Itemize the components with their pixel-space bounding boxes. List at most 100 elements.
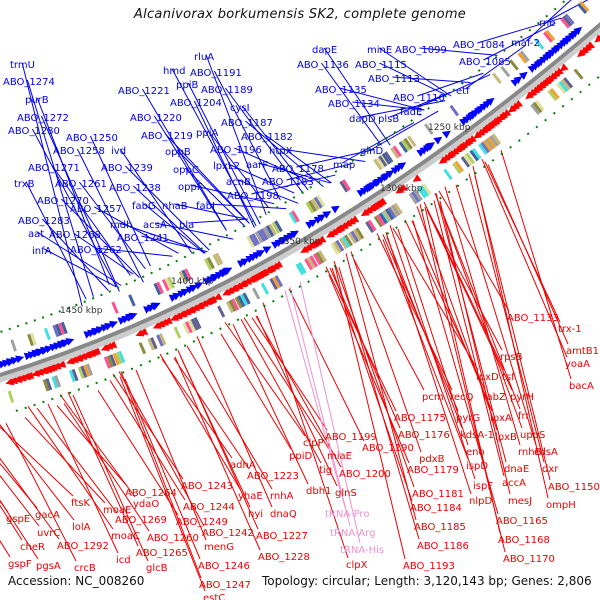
gene-label-oppb[interactable]: oppB xyxy=(165,147,191,158)
gene-label-acca[interactable]: accA xyxy=(502,478,526,489)
gene-label-abo-1249[interactable]: ABO_1249 xyxy=(176,517,228,528)
gene-label-abo-1175[interactable]: ABO_1175 xyxy=(394,413,446,424)
gene-label-abo-1244[interactable]: ABO_1244 xyxy=(183,502,235,513)
gene-label-uvrc[interactable]: uvrC xyxy=(37,528,60,539)
gene-label-abo-1189[interactable]: ABO_1189 xyxy=(201,85,253,96)
gene-label-nlpd[interactable]: nlpD xyxy=(469,496,492,507)
gene-label-abo-1085[interactable]: ABO_1085 xyxy=(459,57,511,68)
gene-label-cher[interactable]: cheR xyxy=(20,542,45,553)
gene-label-abo-1178[interactable]: ABO_1178 xyxy=(272,164,324,175)
gene-label-abo-1176[interactable]: ABO_1176 xyxy=(398,430,450,441)
gene-label-cdsa[interactable]: cdsA xyxy=(534,447,558,458)
gene-label-estc[interactable]: estC xyxy=(203,593,225,600)
gene-label-abo-1190[interactable]: ABO_1190 xyxy=(362,443,414,454)
gene-label-abo-1221[interactable]: ABO_1221 xyxy=(118,86,170,97)
gene-label-hmd[interactable]: hmd xyxy=(163,66,185,77)
gene-label-abo-1199[interactable]: ABO_1199 xyxy=(325,432,377,443)
gene-label-aarf[interactable]: aarF xyxy=(246,160,268,171)
gene-label-frr[interactable]: frr xyxy=(518,411,530,422)
gene-label-abo-1150[interactable]: ABO_1150 xyxy=(548,482,600,493)
gene-label-fabi[interactable]: fabI xyxy=(196,201,215,212)
gene-label-glcb[interactable]: glcB xyxy=(146,563,168,574)
gene-label-htpx[interactable]: htpX xyxy=(269,146,293,157)
gene-label-purb[interactable]: purB xyxy=(25,95,49,106)
gene-label-ydao[interactable]: ydaO xyxy=(133,499,159,510)
gene-label-miae[interactable]: miaE xyxy=(327,451,352,462)
gene-label-pgsa[interactable]: pgsA xyxy=(36,561,61,572)
rna-label-trna-pro[interactable]: tRNA-Pro xyxy=(325,509,369,520)
gene-label-abo-1181[interactable]: ABO_1181 xyxy=(412,489,464,500)
gene-label-acsa[interactable]: acsA xyxy=(143,220,167,231)
gene-label-amtb1[interactable]: amtB1 xyxy=(566,346,599,357)
gene-label-ftsk[interactable]: ftsK xyxy=(71,498,90,509)
gene-label-trmu[interactable]: trmU xyxy=(10,60,35,71)
gene-label-abo-1184[interactable]: ABO_1184 xyxy=(410,503,462,514)
gene-label-abo-1242[interactable]: ABO_1242 xyxy=(202,528,254,539)
gene-label-abo-1136[interactable]: ABO_1136 xyxy=(297,60,349,71)
gene-label-infa[interactable]: infA xyxy=(32,246,52,257)
gene-label-lpxl2[interactable]: lpxL2 xyxy=(213,161,240,172)
gene-label-abo-1115[interactable]: ABO_1115 xyxy=(355,60,407,71)
gene-label-abo-1292[interactable]: ABO_1292 xyxy=(57,541,109,552)
gene-label-pcm[interactable]: pcm xyxy=(422,392,444,403)
gene-label-rnhb[interactable]: rnhB xyxy=(518,447,542,458)
gene-label-plsb[interactable]: plsB xyxy=(378,114,399,125)
gene-label-aat[interactable]: aat xyxy=(28,229,44,240)
gene-label-abo-1227[interactable]: ABO_1227 xyxy=(256,531,308,542)
gene-label-abo-1283[interactable]: ABO_1283 xyxy=(18,216,70,227)
gene-label-fabz[interactable]: fabZ xyxy=(483,392,506,403)
gene-label-abo-1269[interactable]: ABO_1269 xyxy=(115,515,167,526)
gene-label-abo-1228[interactable]: ABO_1228 xyxy=(258,552,310,563)
gene-label-abo-1110[interactable]: ABO_1110 xyxy=(393,93,445,104)
gene-label-lpxb[interactable]: lpxB xyxy=(495,432,517,443)
gene-label-abo-1264[interactable]: ABO_1264 xyxy=(125,488,177,499)
gene-label-mdh[interactable]: mdh xyxy=(110,220,132,231)
gene-label-glnd[interactable]: glnD xyxy=(360,146,383,157)
gene-label-fabg[interactable]: fabG xyxy=(132,201,156,212)
gene-label-abo-1280[interactable]: ABO_1280 xyxy=(8,126,60,137)
gene-label-acnb[interactable]: acnB xyxy=(226,177,251,188)
gene-label-abo-1250[interactable]: ABO_1250 xyxy=(66,133,118,144)
gene-label-abo-1135[interactable]: ABO_1135 xyxy=(315,85,367,96)
gene-label-abo-1179[interactable]: ABO_1179 xyxy=(407,465,459,476)
gene-label-crcb[interactable]: crcB xyxy=(74,563,96,574)
gene-label-abo-1260[interactable]: ABO_1260 xyxy=(147,533,199,544)
gene-label-abo-1219[interactable]: ABO_1219 xyxy=(141,131,193,142)
gene-label-hyi[interactable]: hyi xyxy=(248,509,263,520)
gene-label-cysi[interactable]: cysI xyxy=(230,103,250,114)
gene-label-abo-1262[interactable]: ABO_1262 xyxy=(70,245,122,256)
gene-label-moae[interactable]: moaE xyxy=(103,505,131,516)
gene-label-abo-1198[interactable]: ABO_1198 xyxy=(227,191,279,202)
gene-label-abo-1271[interactable]: ABO_1271 xyxy=(28,163,80,174)
gene-label-adha[interactable]: adhA xyxy=(230,460,256,471)
gene-label-abo-1258[interactable]: ABO_1258 xyxy=(53,146,105,157)
gene-label-upps[interactable]: uppS xyxy=(520,430,545,441)
gene-label-abo-1134[interactable]: ABO_1134 xyxy=(328,99,380,110)
gene-label-pdxb[interactable]: pdxB xyxy=(419,454,445,465)
gene-label-lpxa[interactable]: lpxA xyxy=(490,413,512,424)
gene-label-abo-1185[interactable]: ABO_1185 xyxy=(414,522,466,533)
gene-label-abo-1113[interactable]: ABO_1113 xyxy=(368,74,420,85)
gene-label-ispd[interactable]: ispD xyxy=(466,461,488,472)
gene-label-clpp[interactable]: clpP xyxy=(303,438,324,449)
gene-label-oppf[interactable]: oppF xyxy=(178,182,203,193)
gene-label-rnha[interactable]: rnhA xyxy=(270,491,294,502)
gene-label-ppid[interactable]: ppiD xyxy=(289,451,312,462)
gene-label-abo-1099[interactable]: ABO_1099 xyxy=(395,45,447,56)
gene-label-abo-1257[interactable]: ABO_1257 xyxy=(70,204,122,215)
gene-label-yoaa[interactable]: yoaA xyxy=(565,359,590,370)
rna-label-trna-his[interactable]: tRNA-His xyxy=(340,545,384,556)
gene-label-abo-1165[interactable]: ABO_1165 xyxy=(496,516,548,527)
gene-label-etf[interactable]: etf xyxy=(456,86,470,97)
gene-label-ppib[interactable]: ppiB xyxy=(176,80,198,91)
gene-label-abo-1183[interactable]: ABO_1183 xyxy=(262,177,314,188)
gene-label-abo-1186[interactable]: ABO_1186 xyxy=(417,541,469,552)
gene-label-mine[interactable]: minE xyxy=(367,45,392,56)
gene-label-yhae[interactable]: yhaE xyxy=(238,491,263,502)
gene-label-rlua[interactable]: rluA xyxy=(194,52,214,63)
gene-label-ppia[interactable]: ppiA xyxy=(196,128,218,139)
gene-label-abo-1270[interactable]: ABO_1270 xyxy=(37,196,89,207)
gene-label-abo-1241[interactable]: ABO_1241 xyxy=(117,233,169,244)
gene-label-abo-1170[interactable]: ABO_1170 xyxy=(503,554,555,565)
gene-label-abo-1084[interactable]: ABO_1084 xyxy=(453,40,505,51)
